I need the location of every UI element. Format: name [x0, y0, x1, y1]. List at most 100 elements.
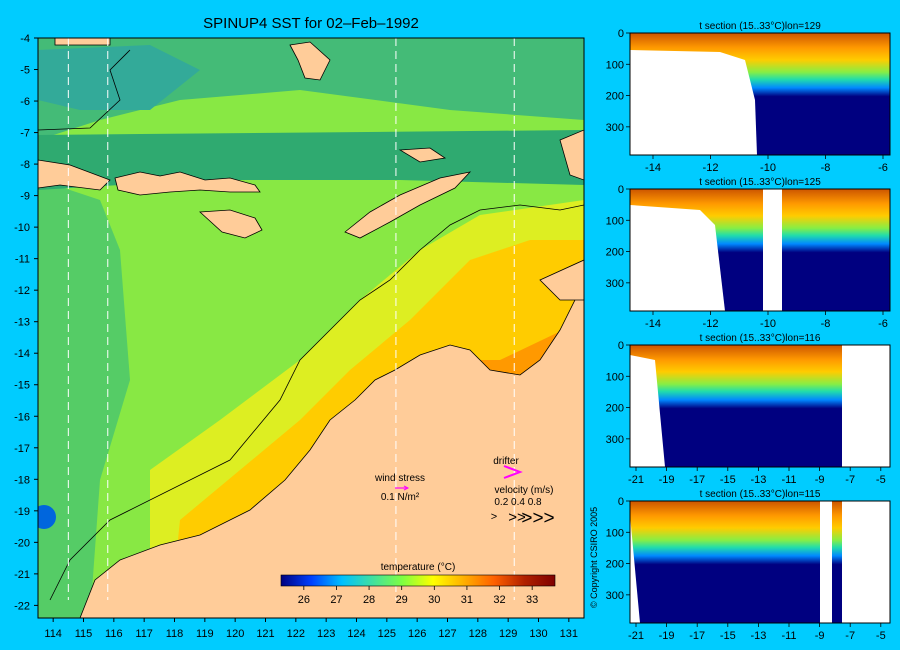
lon-tick-label: 117 — [135, 628, 153, 640]
section-x-label: -7 — [845, 474, 855, 486]
section-x-label: -19 — [659, 474, 675, 486]
section-x-label: -5 — [876, 474, 886, 486]
section-frame — [629, 344, 891, 468]
colorbar-ramp — [280, 574, 556, 587]
section-x-label: -9 — [815, 630, 825, 642]
drifter-legend: drifter velocity (m/s) 0.2 0.4 0.8 > >> … — [491, 456, 555, 529]
velocity-glyph-2: >> — [508, 509, 526, 526]
north-contour — [38, 49, 131, 131]
velocity-label: velocity (m/s) — [495, 485, 554, 496]
sumba-island — [199, 209, 263, 239]
lon-tick-label: 128 — [469, 628, 487, 640]
lat-axis: -4 -5 -6 -7 -8 -9 -10 -11 -12 -13 -14 -15 -16 -17 -18 -… — [14, 33, 38, 612]
colorbar-tick-label: 28 — [363, 594, 375, 606]
lat-tick-label: -12 — [14, 285, 30, 297]
colorbar-ticks: 26 27 28 29 30 31 32 33 — [298, 586, 538, 606]
section-y-label: 0 — [618, 184, 624, 196]
wind-arrow-head — [403, 485, 410, 491]
lat-tick-label: -11 — [15, 254, 30, 266]
shelf-contour — [49, 204, 584, 601]
java-coast — [38, 159, 111, 191]
lat-tick-label: -7 — [20, 128, 30, 140]
lat-tick-label: -4 — [20, 33, 30, 45]
section-x-label: -15 — [720, 474, 736, 486]
section-panel-1: t section (15..33°C)lon=129 0 100 200 300 -14… — [606, 21, 891, 174]
section-x-label: -17 — [689, 474, 705, 486]
section-y-label: 200 — [606, 91, 624, 103]
lon-tick-label: 119 — [196, 628, 214, 640]
section-y-label: 300 — [606, 278, 624, 290]
kimberley-cape — [539, 259, 584, 301]
section-x-label: -11 — [781, 474, 796, 486]
section-x-label: -14 — [645, 318, 661, 330]
section-title: t section (15..33°C)lon=129 — [699, 21, 821, 32]
lon-tick-label: 120 — [226, 628, 244, 640]
section-x-label: -10 — [760, 162, 776, 174]
section-missing — [630, 205, 725, 311]
section-y-label: 0 — [618, 28, 624, 40]
section-missing — [842, 345, 890, 467]
lon-tick-label: 131 — [560, 628, 578, 640]
section-title: t section (15..33°C)lon=115 — [700, 489, 821, 500]
section-x-label: -13 — [750, 630, 766, 642]
section-x-label: -6 — [878, 318, 888, 330]
lon-tick-label: 129 — [499, 628, 517, 640]
colorbar-title: temperature (°C) — [381, 562, 456, 573]
sst-map — [38, 38, 584, 618]
lat-tick-label: -8 — [20, 159, 30, 171]
section-y-label: 300 — [606, 590, 624, 602]
lon-tick-label: 116 — [105, 628, 123, 640]
wind-legend: wind stress 0.1 N/m² — [374, 473, 425, 503]
wind-label: wind stress — [374, 473, 425, 484]
cool-west-water — [38, 38, 130, 618]
lat-tick-label: -5 — [20, 65, 30, 77]
section-gap — [763, 189, 782, 311]
section-x-label: -5 — [876, 630, 886, 642]
colorbar-tick-label: 30 — [428, 594, 440, 606]
section-panel-4: t section (15..33°C)lon=115 0 100 200 300 -21… — [606, 489, 891, 642]
lat-tick-label: -20 — [14, 537, 30, 549]
section-x-label: -9 — [815, 474, 825, 486]
north-island-c — [54, 38, 111, 46]
map-title: SPINUP4 SST for 02–Feb–1992 — [203, 15, 419, 32]
section-x-label: -8 — [821, 318, 831, 330]
section-y-label: 100 — [606, 371, 624, 383]
lon-tick-label: 127 — [438, 628, 456, 640]
east-island — [559, 129, 584, 181]
drifter-label: drifter — [493, 456, 519, 467]
section-frame — [629, 32, 891, 156]
lon-tick-label: 130 — [529, 628, 547, 640]
section-x-label: -19 — [659, 630, 675, 642]
section-x-label: -12 — [703, 162, 719, 174]
section-x-label: -7 — [845, 630, 855, 642]
lat-tick-label: -15 — [14, 380, 30, 392]
section-y-label: 0 — [618, 496, 624, 508]
section-y-label: 0 — [618, 340, 624, 352]
section-panel-2: t section (15..33°C)lon=125 0 100 200 300 -14… — [606, 177, 891, 330]
section-x-label: -8 — [821, 162, 831, 174]
teal-north-patch — [38, 45, 200, 110]
lon-tick-label: 124 — [347, 628, 365, 640]
lesser-sunda-islands — [114, 171, 261, 196]
lon-tick-label: 121 — [256, 628, 274, 640]
lat-tick-label: -17 — [14, 443, 30, 455]
lat-tick-label: -9 — [20, 191, 30, 203]
colorbar-tick-label: 26 — [298, 594, 310, 606]
lon-tick-label: 114 — [44, 628, 62, 640]
lat-tick-label: -13 — [14, 317, 30, 329]
section-x-label: -14 — [645, 162, 661, 174]
north-island-a — [289, 41, 331, 81]
colorbar-tick-label: 29 — [396, 594, 408, 606]
colorbar: temperature (°C) 26 27 28 29 30 31 32 33 — [280, 562, 556, 606]
section-x-label: -15 — [720, 630, 736, 642]
section-y-label: 100 — [606, 215, 624, 227]
section-x-label: -17 — [689, 630, 705, 642]
lat-tick-label: -19 — [14, 506, 30, 518]
section-x-label: -6 — [878, 162, 888, 174]
colorbar-tick-label: 27 — [330, 594, 342, 606]
section-x-label: -11 — [781, 630, 796, 642]
lon-tick-label: 118 — [166, 628, 184, 640]
lat-tick-label: -16 — [14, 411, 30, 423]
north-island-b — [398, 147, 447, 163]
